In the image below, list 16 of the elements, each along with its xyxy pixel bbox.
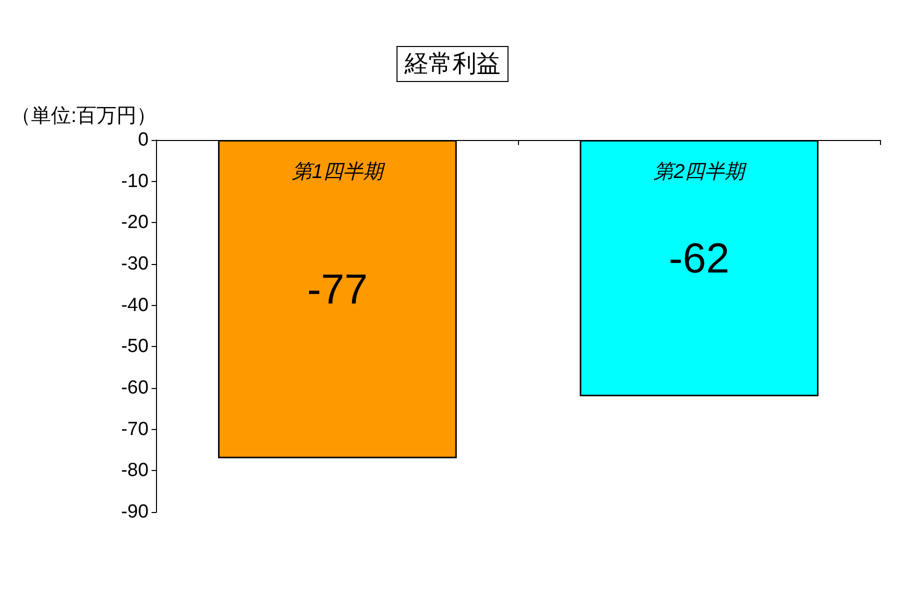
y-tick-label: -30 [121, 254, 149, 274]
y-tick-label: -80 [121, 460, 149, 482]
y-tick-label: -40 [121, 294, 149, 316]
y-tick-label: -90 [121, 502, 149, 522]
x-tick-label: 第2四半期 [654, 161, 748, 183]
data-label: -77 [307, 266, 368, 313]
y-axis-title: （単位:百万円） [10, 105, 157, 127]
data-label: -62 [668, 234, 730, 282]
chart-title: 経常利益 [404, 50, 500, 78]
y-tick-label: 0 [138, 130, 149, 150]
y-tick-label: -60 [121, 378, 149, 398]
y-tick-label: -50 [121, 336, 149, 358]
y-tick-label: -70 [121, 418, 149, 440]
y-tick-label: -20 [121, 212, 149, 234]
y-tick-label: -10 [121, 170, 149, 192]
x-tick-label: 第1四半期 [292, 161, 386, 183]
